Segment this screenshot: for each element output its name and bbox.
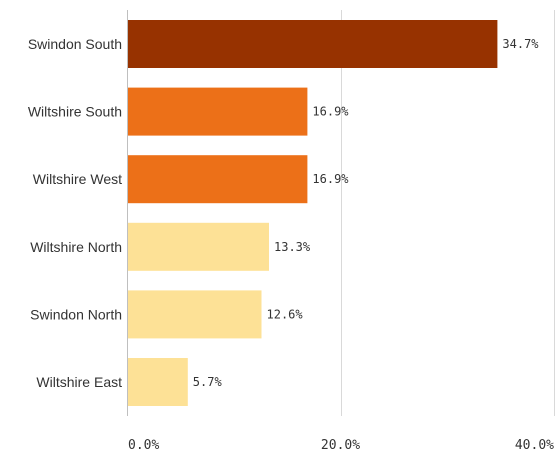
category-label: Wiltshire North [30,239,122,255]
data-label: 34.7% [502,37,539,51]
data-label: 16.9% [312,172,349,186]
bar[interactable] [128,222,269,271]
category-label: Wiltshire West [33,171,122,187]
x-axis-ticks: 0.0% 20.0% 40.0% [128,438,554,453]
bar[interactable] [128,87,308,136]
grid-layer [127,10,555,416]
bar[interactable] [128,358,188,406]
data-label: 12.6% [267,307,304,321]
x-tick-label: 0.0% [128,438,159,453]
data-label: 16.9% [312,105,349,119]
bars-layer [128,20,498,406]
category-label: Wiltshire East [36,374,122,390]
labels-layer: 34.7% Swindon South 16.9% Wiltshire South 16… [28,36,539,390]
data-label: 13.3% [274,240,311,254]
x-tick-label: 20.0% [321,438,360,453]
bar[interactable] [128,155,308,204]
data-label: 5.7% [193,375,223,389]
bar[interactable] [128,20,498,68]
category-label: Swindon South [28,36,122,52]
x-tick-label: 40.0% [515,438,554,453]
category-label: Swindon North [30,306,122,322]
category-label: Wiltshire South [28,104,122,120]
bar[interactable] [128,290,262,339]
